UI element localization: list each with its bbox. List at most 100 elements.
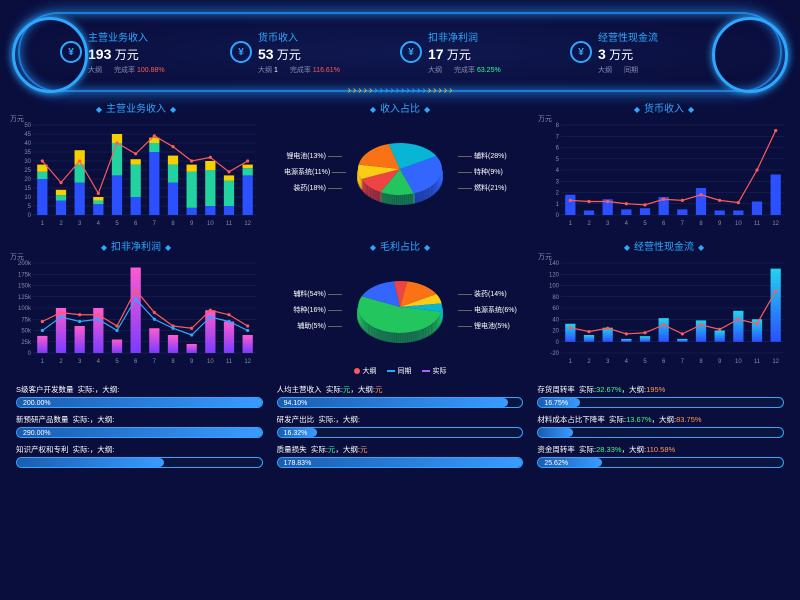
svg-text:10: 10: [24, 195, 31, 201]
svg-text:2: 2: [587, 359, 591, 365]
svg-text:20: 20: [24, 177, 31, 183]
svg-text:5: 5: [115, 359, 119, 365]
svg-text:12: 12: [772, 359, 779, 365]
svg-text:25: 25: [24, 168, 31, 174]
svg-text:4: 4: [556, 168, 560, 174]
svg-text:0: 0: [556, 213, 560, 219]
svg-text:10: 10: [207, 359, 214, 365]
currency-icon: ¥: [570, 41, 592, 63]
svg-text:7: 7: [681, 359, 685, 365]
progress-bar: 16.32%: [277, 427, 524, 438]
pie-bot: ◆毛利占比◆ 辅料(54%)特种(16%)辅助(5%)装药(14%)电源系统(6…: [272, 238, 528, 368]
svg-text:25k: 25k: [21, 340, 32, 346]
svg-text:75k: 75k: [21, 317, 32, 323]
svg-text:3: 3: [78, 359, 82, 365]
svg-text:0: 0: [28, 213, 32, 219]
kpi-bar-7: 质量损失 实际:元，大纲:元 178.83%: [277, 444, 524, 468]
chart-tl: ◆主营业务收入◆ 万元 0510152025303540455012345678…: [8, 100, 264, 230]
kpi-bar-5: 材料成本占比下降率 实际:13.67%，大纲:83.75%: [537, 414, 784, 438]
svg-text:4: 4: [97, 221, 101, 227]
svg-text:6: 6: [662, 221, 666, 227]
svg-text:60: 60: [552, 306, 559, 312]
svg-text:6: 6: [556, 146, 560, 152]
svg-text:8: 8: [171, 359, 175, 365]
kpi-bar-4: 研发产出比 实际:，大纲: 16.32%: [277, 414, 524, 438]
svg-text:3: 3: [606, 221, 610, 227]
svg-text:12: 12: [244, 359, 251, 365]
svg-text:9: 9: [190, 359, 194, 365]
chart-title: ◆主营业务收入◆: [8, 100, 264, 115]
progress-bar: 178.83%: [277, 457, 524, 468]
svg-text:1: 1: [556, 202, 560, 208]
kpi-bar-8: 资金周转率 实际:28.33%，大纲:110.58% 25.62%: [537, 444, 784, 468]
progress-bar: 290.00%: [16, 427, 263, 438]
svg-text:1: 1: [41, 221, 45, 227]
svg-text:9: 9: [718, 221, 722, 227]
svg-text:100k: 100k: [18, 306, 32, 312]
progress-bar: 200.00%: [16, 397, 263, 408]
svg-text:0: 0: [28, 351, 32, 357]
svg-text:11: 11: [226, 221, 233, 227]
kpi-3: ¥ 经营性现金流 3 万元 大纲同期: [570, 29, 740, 75]
svg-text:5: 5: [28, 204, 32, 210]
svg-text:11: 11: [754, 359, 761, 365]
svg-text:40: 40: [552, 317, 559, 323]
kpi-1: ¥ 货币收入 53 万元 大纲 1完成率 116.61%: [230, 29, 400, 75]
svg-text:10: 10: [735, 359, 742, 365]
chart-tr: ◆货币收入◆ 万元 012345678123456789101112: [536, 100, 792, 230]
svg-text:8: 8: [556, 123, 560, 129]
svg-text:12: 12: [244, 221, 251, 227]
svg-text:100: 100: [549, 284, 560, 290]
svg-text:50: 50: [24, 123, 31, 129]
svg-text:9: 9: [718, 359, 722, 365]
svg-text:11: 11: [226, 359, 233, 365]
kpi-bar-0: S级客户开发数量 实际:，大纲: 200.00%: [16, 384, 263, 408]
svg-text:2: 2: [59, 221, 63, 227]
svg-text:7: 7: [153, 359, 157, 365]
svg-text:8: 8: [171, 221, 175, 227]
svg-text:5: 5: [643, 221, 647, 227]
svg-text:35: 35: [24, 150, 31, 156]
svg-text:2: 2: [59, 359, 63, 365]
kpi-bar-1: 人均主营收入 实际:元，大纲:元 94.10%: [277, 384, 524, 408]
svg-text:125k: 125k: [18, 295, 32, 301]
svg-text:2: 2: [587, 221, 591, 227]
svg-text:4: 4: [97, 359, 101, 365]
chevron-divider: ››››››››››››››››››››: [348, 85, 453, 96]
svg-text:7: 7: [681, 221, 685, 227]
svg-text:20: 20: [552, 329, 559, 335]
currency-icon: ¥: [60, 41, 82, 63]
kpi-0: ¥ 主营业务收入 193 万元 大纲完成率 100.88%: [60, 29, 230, 75]
svg-text:1: 1: [41, 359, 45, 365]
svg-text:15: 15: [24, 186, 31, 192]
kpi-bars: S级客户开发数量 实际:，大纲: 200.00% 人均主营收入 实际:元，大纲:…: [8, 384, 792, 468]
progress-bar: 25.62%: [537, 457, 784, 468]
svg-text:40: 40: [24, 141, 31, 147]
svg-text:5: 5: [115, 221, 119, 227]
svg-text:5: 5: [556, 157, 560, 163]
svg-text:12: 12: [772, 221, 779, 227]
svg-text:2: 2: [556, 191, 560, 197]
svg-text:7: 7: [556, 134, 560, 140]
progress-bar: [537, 427, 784, 438]
kpi-capsule: ¥ 主营业务收入 193 万元 大纲完成率 100.88% ¥ 货币收入 53 …: [18, 12, 782, 92]
kpi-bar-3: 新预研产品数量 实际:，大纲: 290.00%: [16, 414, 263, 438]
svg-text:5: 5: [643, 359, 647, 365]
svg-text:3: 3: [78, 221, 82, 227]
svg-text:45: 45: [24, 132, 31, 138]
pie-top: ◆收入占比◆ 锂电池(13%)电源系统(11%)装药(18%)辅料(28%)特种…: [272, 100, 528, 230]
kpi-bar-6: 知识产权和专利 实际:，大纲:: [16, 444, 263, 468]
svg-text:4: 4: [625, 221, 629, 227]
svg-text:175k: 175k: [18, 272, 32, 278]
svg-text:6: 6: [662, 359, 666, 365]
svg-text:9: 9: [190, 221, 194, 227]
svg-text:6: 6: [134, 221, 138, 227]
chart-br: ◆经营性现金流◆ 万元 -200204060801001201401234567…: [536, 238, 792, 368]
svg-text:1: 1: [569, 359, 573, 365]
svg-text:120: 120: [549, 272, 560, 278]
svg-text:1: 1: [569, 221, 573, 227]
svg-text:10: 10: [735, 221, 742, 227]
progress-bar: 94.10%: [277, 397, 524, 408]
currency-icon: ¥: [400, 41, 422, 63]
svg-text:6: 6: [134, 359, 138, 365]
